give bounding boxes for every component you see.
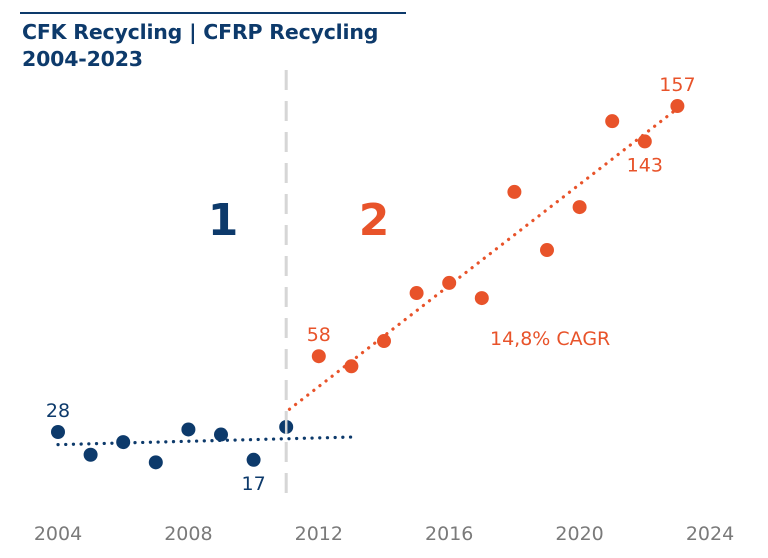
x-axis-ticks: 2004 2008 2012 2016 2020 2024 xyxy=(34,523,734,545)
data-point-2021 xyxy=(605,114,620,129)
data-label-2012: 58 xyxy=(307,324,331,346)
trend-line-phase-2 xyxy=(287,106,680,411)
data-point-2010 xyxy=(246,452,261,467)
data-point-2022 xyxy=(637,134,652,149)
data-point-2012 xyxy=(311,349,326,364)
x-tick-label-2004: 2004 xyxy=(34,523,82,545)
phase-1-label: 1 xyxy=(208,195,239,246)
chart-title: CFK Recycling | CFRP Recycling xyxy=(22,20,379,44)
trend-line-phase-1 xyxy=(56,435,353,447)
x-tick-label-2016: 2016 xyxy=(425,523,473,545)
data-point-2020 xyxy=(572,200,587,215)
data-point-2005 xyxy=(83,447,98,462)
data-point-2017 xyxy=(474,291,489,306)
x-tick-label-2024: 2024 xyxy=(686,523,734,545)
data-label-2004: 28 xyxy=(46,400,70,422)
data-labels: 28 17 58 143 157 1 2 14,8% CAGR xyxy=(46,74,696,495)
data-point-2019 xyxy=(540,243,554,258)
x-tick-label-2008: 2008 xyxy=(164,523,212,545)
data-point-2014 xyxy=(377,334,391,349)
data-point-2004 xyxy=(51,425,65,439)
data-point-2008 xyxy=(181,422,196,437)
data-point-2018 xyxy=(507,184,522,199)
data-points xyxy=(51,99,685,470)
chart-title-block: CFK Recycling | CFRP Recycling 2004-2023 xyxy=(22,19,378,73)
data-label-2023: 157 xyxy=(659,74,695,96)
data-label-2010: 17 xyxy=(242,473,266,495)
data-point-2015 xyxy=(409,286,424,301)
title-rule xyxy=(20,12,406,14)
data-point-2023 xyxy=(670,99,685,114)
data-point-2016 xyxy=(442,275,457,290)
data-point-2013 xyxy=(344,359,359,374)
trend-lines xyxy=(56,106,680,447)
x-tick-label-2020: 2020 xyxy=(555,523,603,545)
data-label-2022: 143 xyxy=(627,154,663,176)
data-point-2009 xyxy=(214,427,228,442)
x-tick-label-2012: 2012 xyxy=(295,523,343,545)
phase-2-label: 2 xyxy=(359,195,390,246)
cagr-label: 14,8% CAGR xyxy=(490,328,610,350)
chart-subtitle: 2004-2023 xyxy=(22,47,143,71)
data-point-2007 xyxy=(148,455,163,470)
data-point-2006 xyxy=(116,435,131,450)
